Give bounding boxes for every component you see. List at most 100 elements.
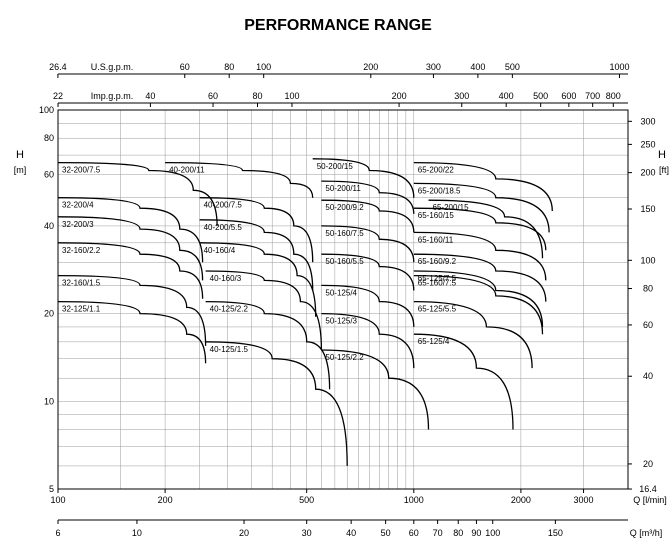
x-tick-label: 100: [50, 495, 65, 505]
imp-gpm-axis-tick-label: 600: [561, 91, 576, 101]
curve-65-200/15: [428, 199, 544, 259]
curve-label: 50-125/4: [325, 288, 357, 297]
curve-label: 40-200/11: [169, 166, 205, 175]
m3h-tick-label: 60: [409, 528, 419, 538]
curve-label: 32-125/1.1: [62, 305, 101, 314]
curve-label: 65-160/9.2: [418, 257, 457, 266]
curve-label: 65-200/18.5: [418, 186, 461, 195]
curve-40-200/5.5: [199, 219, 314, 291]
us-gpm-axis-tick-label: 200: [363, 62, 378, 72]
pump-curves: 32-200/7.5 32-200/4 32-200/3 32-160/2.2 32-1…: [57, 158, 553, 466]
curve-label: 65-200/15: [433, 203, 470, 212]
curve-65-160/9.2: [413, 253, 547, 302]
y-tick-label: 10: [44, 396, 54, 406]
y-tick-label: 80: [44, 133, 54, 143]
ft-tick-label: 300: [640, 116, 655, 126]
curve-50-200/9.2: [321, 199, 415, 233]
us-gpm-axis-tick-label: 26.4: [49, 62, 67, 72]
y-tick-label: 5: [49, 484, 54, 494]
curve-50-200/11: [321, 180, 415, 214]
curve-40-125/1.5: [205, 341, 348, 466]
y-tick-label: 40: [44, 221, 54, 231]
x-axis-label: Q [l/min]: [633, 495, 667, 505]
us-gpm-axis-tick-label: 300: [426, 62, 441, 72]
us-gpm-axis-tick-label: 400: [470, 62, 485, 72]
m3h-tick-label: 70: [433, 528, 443, 538]
axes: 100 200 500 1000 2000 3000 Q [l/min] 5 10 20 40 60 8…: [14, 62, 669, 538]
curve-40-200/11: [165, 161, 314, 198]
y-tick-label: 20: [44, 309, 54, 319]
ft-tick-label: 40: [643, 371, 653, 381]
us-gpm-axis-tick-label: 1000: [609, 62, 629, 72]
curve-label: 50-160/5.5: [325, 257, 364, 266]
plot-frame: [57, 109, 629, 490]
y-tick-label: 60: [44, 170, 54, 180]
curve-label: 65-125/7.5: [418, 274, 457, 283]
curve-65-125/7.5: [413, 270, 544, 327]
curve-50-160/7.5: [321, 225, 415, 263]
us-gpm-axis-tick-label: 80: [224, 62, 234, 72]
curve-label: 65-160/15: [418, 211, 455, 220]
curve-label: 50-160/7.5: [325, 229, 364, 238]
curve-label: 65-125/5.5: [418, 305, 457, 314]
grid: [57, 109, 629, 490]
curve-label: 40-125/2.2: [210, 305, 249, 314]
imp-gpm-axis-tick-label: 60: [208, 91, 218, 101]
curve-40-200/7.5: [199, 197, 314, 263]
imp-gpm-axis-tick-label: 400: [499, 91, 514, 101]
curve-65-125/4: [413, 333, 514, 430]
curve-label: 32-200/4: [62, 201, 94, 210]
curve-50-125/4: [321, 284, 415, 327]
imp-gpm-axis-tick-label: 800: [606, 91, 621, 101]
curve-40-125/2.2: [205, 300, 331, 390]
x-tick-label: 2000: [511, 495, 531, 505]
curve-label: 65-160/11: [418, 235, 454, 244]
ft-tick-label: 200: [640, 168, 655, 178]
curve-40-160/3: [205, 270, 323, 351]
curve-label: 50-200/11: [325, 184, 361, 193]
x-tick-label: 3000: [574, 495, 594, 505]
chart-title: PERFORMANCE RANGE: [244, 17, 432, 34]
imp-gpm-axis-tick-label: 700: [585, 91, 600, 101]
curve-32-200/4: [57, 197, 204, 263]
us-gpm-axis-tick-label: 500: [505, 62, 520, 72]
ft-tick-label: 100: [640, 255, 655, 265]
imp-gpm-axis-tick-label: 80: [252, 91, 262, 101]
imp-gpm-axis-tick-label: 500: [533, 91, 548, 101]
m3h-axis-label: Q [m³/h]: [630, 528, 663, 538]
imp-gpm-axis-tick-label: 300: [454, 91, 469, 101]
curve-40-160/4: [199, 242, 317, 317]
imp-gpm-axis-tick-label: 100: [284, 91, 299, 101]
curve-50-125/2.2: [321, 349, 430, 430]
m3h-tick-label: 30: [302, 528, 312, 538]
imp-gpm-axis-tick-label: 22: [53, 91, 63, 101]
m3h-tick-label: 150: [548, 528, 563, 538]
curve-label: 50-200/9.2: [325, 203, 364, 212]
m3h-tick-label: 100: [485, 528, 500, 538]
curve-label: 32-160/2.2: [62, 246, 101, 255]
m3h-tick-label: 10: [132, 528, 142, 538]
curve-label: 65-200/22: [418, 166, 455, 175]
curve-50-160/5.5: [321, 253, 415, 291]
imp-gpm-axis-label: Imp.g.p.m.: [91, 91, 134, 101]
ft-tick-label: 150: [640, 204, 655, 214]
m3h-tick-label: 20: [239, 528, 249, 538]
curve-label: 32-160/1.5: [62, 279, 101, 288]
x-tick-label: 200: [158, 495, 173, 505]
curve-label: 40-160/4: [204, 246, 236, 255]
curve-label: 40-125/1.5: [210, 345, 249, 354]
x-tick-label: 1000: [404, 495, 424, 505]
imp-gpm-axis-tick-label: 40: [145, 91, 155, 101]
curve-65-160/15: [413, 207, 547, 251]
m3h-tick-label: 6: [55, 528, 60, 538]
m3h-tick-label: 50: [381, 528, 391, 538]
curve-50-125/3: [321, 312, 415, 369]
curve-label: 40-160/3: [210, 274, 242, 283]
y-axis-unit: [m]: [14, 165, 27, 175]
y-axis-label: H: [16, 149, 24, 161]
curve-32-160/2.2: [57, 242, 204, 299]
curve-32-160/1.5: [57, 274, 207, 346]
ft-axis-unit: [ft]: [659, 165, 669, 175]
curve-label: 32-200/3: [62, 220, 94, 229]
